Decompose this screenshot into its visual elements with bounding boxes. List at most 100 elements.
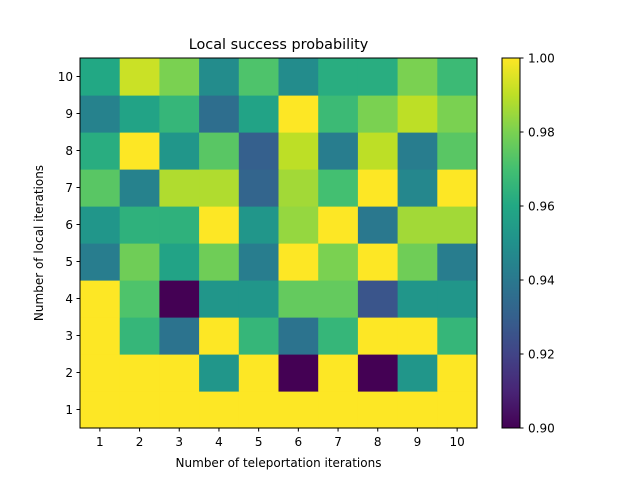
heatmap-cell: [278, 58, 319, 96]
y-tick-label: 5: [65, 255, 73, 269]
heatmap-cell: [199, 243, 240, 281]
y-axis-ticks: 1 2 3 4 5 6 7 8 9 10: [58, 70, 80, 417]
heatmap-cell: [318, 354, 359, 392]
colorbar-tick-label: 0.96: [528, 200, 555, 214]
y-tick-label: 8: [65, 144, 73, 158]
heatmap-cell: [357, 243, 399, 281]
heatmap-cell: [278, 169, 319, 207]
heatmap-cell: [159, 132, 200, 170]
heatmap-cell: [238, 132, 280, 170]
heatmap-cell: [159, 317, 200, 355]
heatmap-cell: [397, 280, 438, 318]
x-tick-label: 8: [374, 435, 382, 449]
heatmap-cell: [80, 317, 121, 355]
heatmap-cell: [278, 206, 319, 244]
heatmap-cell: [318, 206, 359, 244]
heatmap-cell: [159, 391, 200, 429]
heatmap-cell: [199, 132, 240, 170]
heatmap-cell: [397, 354, 438, 392]
heatmap-cell: [357, 354, 399, 392]
x-tick-label: 4: [215, 435, 223, 449]
y-tick-label: 3: [65, 329, 73, 343]
y-axis-label: Number of local iterations: [32, 165, 46, 321]
heatmap-cell: [397, 169, 438, 207]
heatmap-cell: [119, 132, 160, 170]
heatmap-cell: [119, 206, 160, 244]
heatmap-cell: [80, 58, 121, 96]
heatmap-cell: [159, 280, 200, 318]
heatmap-cell: [318, 132, 359, 170]
heatmap-cell: [159, 169, 200, 207]
x-tick-label: 7: [334, 435, 342, 449]
heatmap-cell: [199, 391, 240, 429]
heatmap-cell: [238, 206, 280, 244]
heatmap-cell: [397, 95, 438, 133]
heatmap-cell: [80, 391, 121, 429]
heatmap-cell: [278, 243, 319, 281]
heatmap-cell: [318, 317, 359, 355]
heatmap-cell: [357, 206, 399, 244]
x-axis-ticks: 1 2 3 4 5 6 7 8 9 10: [96, 428, 465, 449]
heatmap-cell: [119, 243, 160, 281]
heatmap-cell: [357, 58, 399, 96]
heatmap-cell: [357, 280, 399, 318]
heatmap-cell: [437, 280, 478, 318]
heatmap-cell: [357, 132, 399, 170]
heatmap-cell: [238, 317, 280, 355]
heatmap-cell: [238, 58, 280, 96]
heatmap-cell: [80, 206, 121, 244]
colorbar-tick-label: 0.98: [528, 126, 555, 140]
y-tick-label: 2: [65, 366, 73, 380]
heatmap-cell: [397, 132, 438, 170]
heatmap-cell: [397, 243, 438, 281]
heatmap-cell: [397, 58, 438, 96]
heatmap-cell: [437, 206, 478, 244]
heatmap-cell: [199, 169, 240, 207]
heatmap-cell: [278, 95, 319, 133]
heatmap-cell: [238, 391, 280, 429]
x-tick-label: 1: [96, 435, 104, 449]
heatmap-cell: [119, 280, 160, 318]
heatmap-cell: [318, 169, 359, 207]
y-tick-label: 7: [65, 181, 73, 195]
heatmap-cell: [199, 58, 240, 96]
colorbar-tick-label: 0.94: [528, 274, 555, 288]
heatmap-cell: [119, 95, 160, 133]
heatmap-cell: [318, 58, 359, 96]
heatmap-cell: [119, 58, 160, 96]
heatmap-cell: [238, 169, 280, 207]
heatmap-cell: [119, 169, 160, 207]
colorbar-ticks: 0.90 0.92 0.94 0.96 0.98 1.00: [520, 52, 555, 436]
heatmap-cell: [119, 354, 160, 392]
heatmap-cell: [437, 132, 478, 170]
heatmap-cell: [119, 391, 160, 429]
chart-title: Local success probability: [189, 37, 369, 53]
heatmap-cell: [159, 58, 200, 96]
heatmap-cell: [437, 58, 478, 96]
heatmap-cell: [238, 354, 280, 392]
heatmap-cell: [437, 169, 478, 207]
heatmap-cell: [357, 169, 399, 207]
heatmap-cell: [278, 317, 319, 355]
plot-frame: [79, 57, 478, 429]
heatmap-cell: [397, 317, 438, 355]
heatmap-cell: [199, 317, 240, 355]
heatmap-cell: [238, 95, 280, 133]
y-tick-label: 4: [65, 292, 73, 306]
heatmap-cell: [278, 354, 319, 392]
colorbar-tick-label: 0.92: [528, 348, 555, 362]
x-tick-label: 2: [136, 435, 144, 449]
heatmap-cell: [199, 354, 240, 392]
heatmap-cell: [278, 132, 319, 170]
heatmap-cell: [80, 132, 121, 170]
y-tick-label: 10: [58, 70, 73, 84]
colorbar-tick-label: 0.90: [528, 422, 555, 436]
heatmap-cell: [199, 280, 240, 318]
heatmap-cell: [159, 206, 200, 244]
colorbar-tick-label: 1.00: [528, 52, 555, 66]
heatmap-cell: [159, 95, 200, 133]
heatmap-cell: [159, 243, 200, 281]
heatmap-cell: [357, 391, 399, 429]
y-tick-label: 6: [65, 218, 73, 232]
heatmap-cell: [278, 280, 319, 318]
